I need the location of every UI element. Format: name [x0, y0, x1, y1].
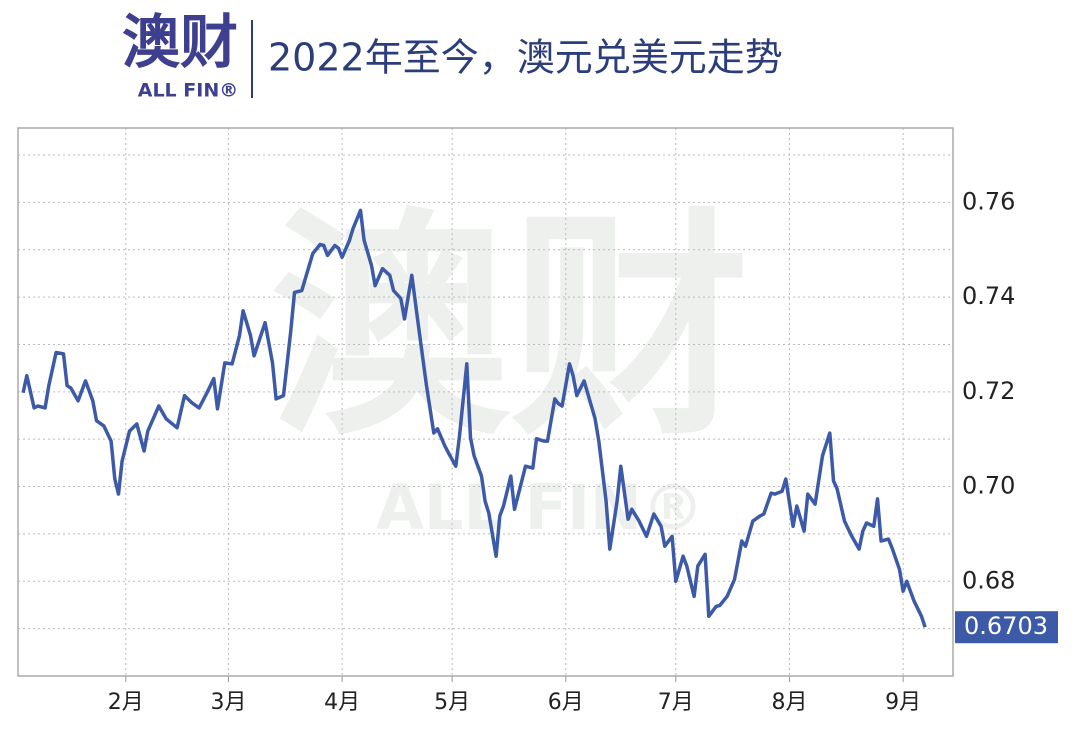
x-tick-label: 8月	[771, 690, 807, 715]
y-tick-label: 0.76	[962, 187, 1015, 215]
x-tick-label: 3月	[210, 690, 246, 715]
line	[21, 208, 927, 628]
y-tick-label: 0.68	[962, 566, 1015, 594]
end-label: 0.6703	[964, 612, 1048, 640]
plot-border	[17, 127, 954, 677]
x-tick-label: 6月	[548, 690, 584, 715]
logo-name: 澳财	[122, 8, 238, 76]
x-tick-label: 9月	[885, 690, 921, 715]
y-tick-label: 0.72	[962, 377, 1015, 405]
end-label-box	[955, 611, 1058, 644]
chart-title: 2022年至今，澳元兑美元走势	[268, 36, 783, 80]
x-tick-label: 2月	[108, 690, 144, 715]
x-tick-label: 5月	[434, 690, 470, 715]
watermark-sub: ALL FIN®	[376, 471, 704, 544]
x-tick-label: 4月	[324, 690, 360, 715]
y-tick-label: 0.70	[962, 472, 1015, 500]
logo-sub: ALL FIN®	[138, 80, 238, 102]
y-tick-label: 0.74	[962, 282, 1015, 310]
x-tick-label: 7月	[658, 690, 694, 715]
